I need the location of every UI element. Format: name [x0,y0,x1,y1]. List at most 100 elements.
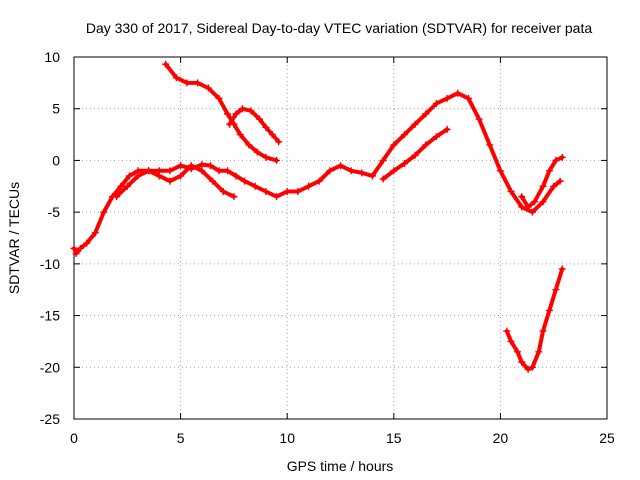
data-point [209,177,217,185]
data-point [337,162,344,170]
series-trace [227,106,281,144]
data-point [117,182,125,190]
data-point [550,182,558,190]
data-point [326,167,334,175]
data-point [247,107,255,115]
data-point [230,193,238,201]
data-point [524,365,532,373]
data-point [379,175,387,183]
x-tick-label: 5 [177,430,185,446]
series-3 [162,60,281,164]
x-tick-label: 15 [386,430,402,446]
data-point [91,229,99,237]
data-point [294,187,302,195]
x-axis-label: GPS time / hours [287,458,394,474]
x-tick-label: 20 [493,430,509,446]
data-point [83,239,91,247]
data-point [273,156,281,164]
data-point [226,120,234,128]
data-point [123,182,131,190]
data-point [245,141,253,149]
data-point [177,172,185,180]
data-point [204,84,212,92]
data-series [70,60,566,373]
data-point [113,193,121,201]
data-point [422,141,430,149]
data-point [262,123,270,131]
data-point [443,94,451,102]
data-point [518,358,526,366]
data-point [76,244,84,252]
data-point [273,193,281,201]
data-point [432,133,440,141]
data-point [545,167,553,175]
data-point [125,172,133,180]
data-point [539,327,547,335]
data-point [507,187,515,195]
data-point [347,167,355,175]
x-tick-label: 0 [70,430,78,446]
y-tick-label: -10 [40,256,60,272]
plot-frame [73,56,608,420]
series-trace [504,267,565,372]
data-point [255,115,263,123]
data-point [162,60,170,68]
data-point [206,162,214,170]
y-tick-labels: -25 -20 -15 -10 -5 0 5 10 [40,49,60,427]
data-point [219,187,227,195]
data-point [315,177,323,185]
data-point [238,105,246,113]
data-point [177,162,185,170]
data-point [513,348,521,356]
series-trace [163,62,279,163]
series-trace [114,163,236,199]
data-point [539,198,547,206]
data-point [241,177,249,185]
data-point [524,203,532,211]
y-tick-label: 5 [52,101,60,117]
axis-ticks [73,56,608,420]
data-point [486,141,494,149]
y-tick-label: -15 [40,308,60,324]
data-point [262,153,270,161]
data-point [507,337,515,345]
data-point [198,161,206,169]
data-point [251,182,259,190]
data-point [552,286,560,294]
series-7 [518,153,566,211]
data-point [496,167,504,175]
data-point [390,141,398,149]
data-point [400,160,408,168]
data-point [275,138,283,146]
data-point [268,131,276,139]
series-2 [113,162,238,201]
data-point [422,110,430,118]
data-point [232,172,240,180]
series-4 [226,105,283,146]
y-tick-label: 0 [52,152,60,168]
data-point [198,167,206,175]
data-point [305,182,313,190]
grid-lines [74,57,607,419]
data-point [432,100,440,108]
data-point [145,167,153,175]
data-point [155,172,163,180]
data-point [528,363,536,371]
data-point [518,203,526,211]
data-point [262,187,270,195]
data-point [166,177,174,185]
x-tick-labels: 0 5 10 15 20 25 [70,430,615,446]
x-tick-label: 25 [599,430,615,446]
y-tick-label: -5 [48,204,61,220]
series-5 [379,125,451,183]
data-point [528,208,536,216]
data-point [368,172,376,180]
data-point [411,120,419,128]
data-point [236,131,244,139]
x-tick-label: 10 [279,430,295,446]
data-point [215,94,223,102]
data-point [558,153,566,161]
data-point [283,187,291,195]
data-point [390,167,398,175]
